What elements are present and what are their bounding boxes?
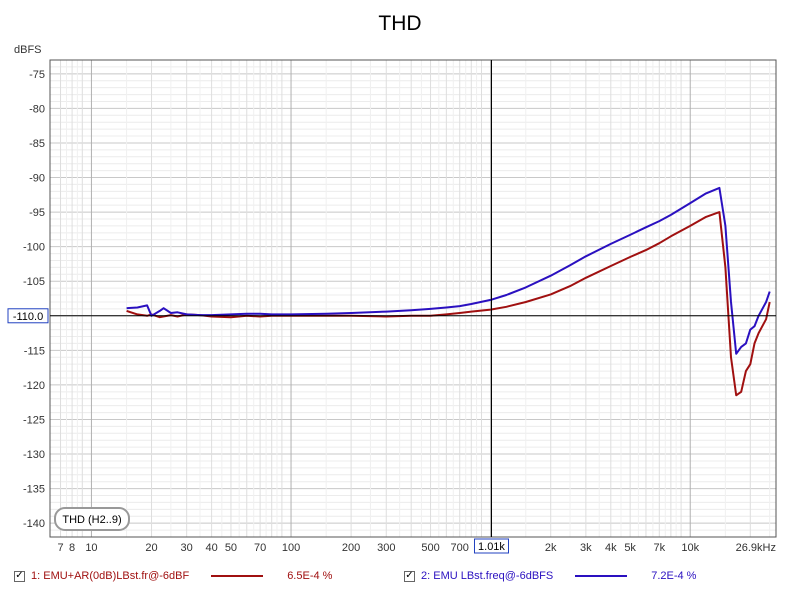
legend-label-1: 1: EMU+AR(0dB)LBst.fr@-6dBF <box>31 570 190 582</box>
y-tick-labels: -75 -80 -85 -90 -95 -100 -105 -115 -120 -125 -130 -… <box>23 69 45 530</box>
y-tick-label: -140 <box>23 518 45 530</box>
x-tick-label: 40 <box>205 542 217 554</box>
x-tick-label: 300 <box>377 542 395 554</box>
y-tick-label: -75 <box>29 69 45 81</box>
legend-item-1[interactable]: ✓ 1: EMU+AR(0dB)LBst.fr@-6dBF 6.5E-4 % <box>14 566 332 586</box>
x-tick-label: 10k <box>681 542 699 554</box>
y-tick-label: -135 <box>23 484 45 496</box>
y-tick-label: -100 <box>23 242 45 254</box>
thd-badge-label: THD (H2..9) <box>62 514 121 526</box>
y-tick-label: -95 <box>29 207 45 219</box>
y-tick-label: -115 <box>24 345 45 357</box>
x-tick-label: 70 <box>254 542 266 554</box>
x-tick-label: 10 <box>85 542 97 554</box>
x-tick-label: 700 <box>451 542 469 554</box>
legend-swatch-1 <box>211 575 264 577</box>
y-tick-label: -105 <box>23 276 45 288</box>
grid-lines <box>50 59 776 538</box>
y-tick-label: -120 <box>23 380 45 392</box>
y-tick-label: -90 <box>29 173 45 185</box>
y-tick-label: -125 <box>23 414 45 426</box>
legend-value-2: 7.2E-4 % <box>651 570 697 582</box>
x-tick-labels: 7 8 10 20 30 40 50 70 100 200 300 500 700 2k 3k 4k 5k 7k 1… <box>57 542 699 554</box>
plot-frame <box>49 59 777 538</box>
legend-item-2[interactable]: ✓ 2: EMU LBst.freq@-6dBFS 7.2E-4 % <box>404 566 696 586</box>
thd-badge[interactable]: THD (H2..9) <box>54 507 130 531</box>
legend-value-1: 6.5E-4 % <box>287 570 333 582</box>
legend-label-2: 2: EMU LBst.freq@-6dBFS <box>421 570 554 582</box>
x-tick-label: 5k <box>624 542 636 554</box>
x-tick-label: 3k <box>580 542 592 554</box>
x-tick-label: 2k <box>545 542 557 554</box>
cursor-y-label-box <box>7 308 49 324</box>
cursor-y-label: -110.0 <box>13 311 43 323</box>
y-tick-label: -80 <box>29 103 45 115</box>
x-tick-label: 7k <box>653 542 665 554</box>
x-tick-label: 200 <box>342 542 360 554</box>
x-tick-label: 4k <box>605 542 617 554</box>
cursor-group[interactable]: -110.0 1.01k <box>7 60 776 554</box>
y-tick-label: -130 <box>23 449 45 461</box>
x-tick-label: 8 <box>69 542 75 554</box>
series-line-2 <box>126 186 771 355</box>
x-tick-label: 30 <box>181 542 193 554</box>
legend-swatch-2 <box>575 575 628 577</box>
cursor-x-label: 1.01k <box>478 541 505 553</box>
x-tick-label: 50 <box>225 542 237 554</box>
x-axis-unit-label: 26.9kHz <box>736 542 776 554</box>
thd-chart: THD dBFS -75 -80 -85 -90 -95 -100 -105 -115 -120… <box>7 12 777 554</box>
x-tick-label: 20 <box>145 542 157 554</box>
x-tick-label: 100 <box>282 542 300 554</box>
chart-title: THD <box>378 12 421 35</box>
y-tick-label: -85 <box>29 138 45 150</box>
cursor-x-label-box <box>473 538 509 554</box>
series-group <box>126 186 771 397</box>
x-tick-label: 500 <box>421 542 439 554</box>
legend-checkbox-1[interactable]: ✓ <box>14 570 25 582</box>
legend-checkbox-2[interactable]: ✓ <box>404 570 415 582</box>
y-axis-label: dBFS <box>14 44 42 56</box>
x-tick-label: 7 <box>57 542 63 554</box>
